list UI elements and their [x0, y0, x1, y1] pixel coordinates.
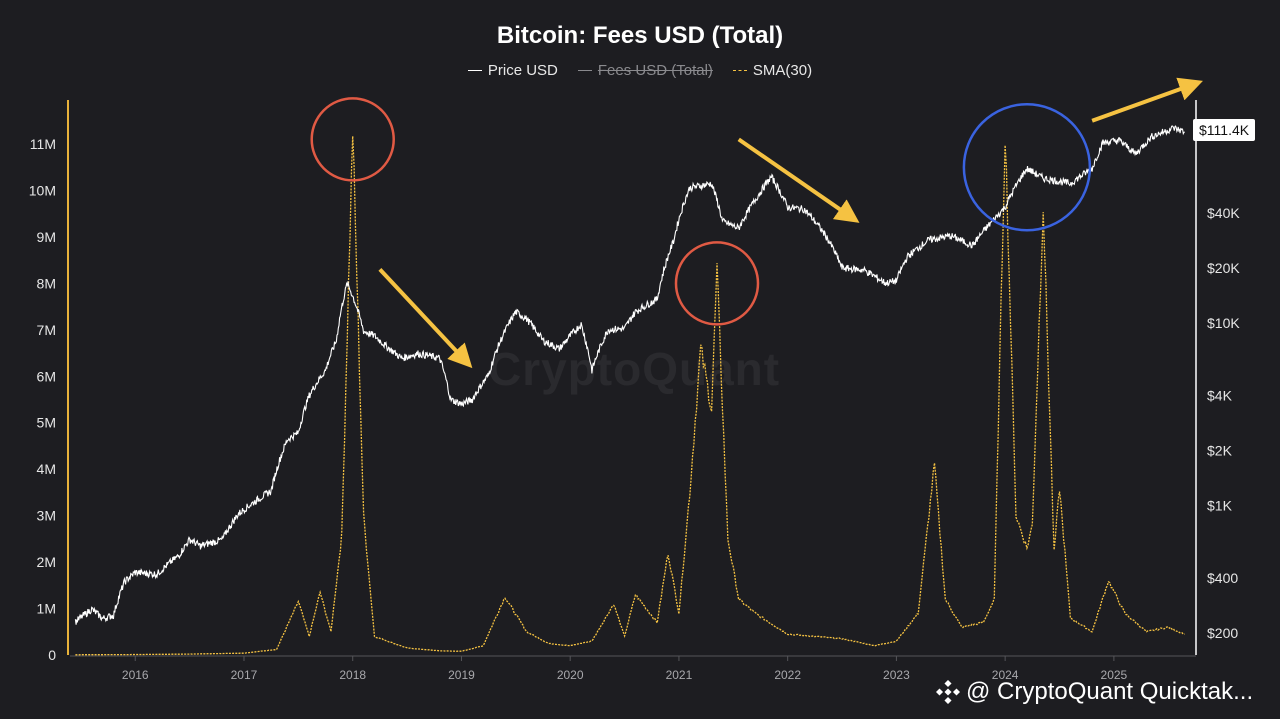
series-line-sma — [75, 136, 1185, 656]
legend-item-sma[interactable]: SMA(30) — [732, 62, 813, 79]
x-tick-label: 2025 — [1101, 668, 1128, 682]
y-right-tick-label: $10K — [1207, 315, 1240, 331]
legend-item-fees[interactable]: Fees USD (Total) — [577, 62, 713, 79]
annotation-circle-red — [674, 241, 760, 326]
x-tick-label: 2016 — [122, 668, 149, 682]
annotation-circle-blue — [962, 102, 1092, 232]
legend-item-price[interactable]: Price USD — [467, 62, 558, 79]
legend-label-price: Price USD — [487, 62, 558, 79]
x-tick-label: 2024 — [992, 668, 1019, 682]
legend: Price USD Fees USD (Total) SMA(30) — [0, 62, 1280, 79]
y-left-tick-label: 3M — [37, 508, 56, 524]
binance-logo-icon — [936, 680, 960, 704]
x-tick-label: 2020 — [557, 668, 584, 682]
x-tick-label: 2019 — [448, 668, 475, 682]
y-right-tick-label: $40K — [1207, 205, 1240, 221]
annotation-arrow-down-right — [378, 268, 473, 369]
series-line-price — [74, 125, 1185, 625]
y-right-tick-label: $2K — [1207, 442, 1233, 458]
legend-label-sma: SMA(30) — [752, 62, 813, 79]
y-left-tick-label: 6M — [37, 368, 56, 384]
price-badge: $111.4K — [1193, 119, 1256, 141]
x-tick-label: 2021 — [666, 668, 693, 682]
legend-swatch-price — [467, 70, 482, 71]
watermark: CryptoQuant — [488, 343, 781, 395]
footer-credit: @ CryptoQuant Quicktak... — [936, 678, 1253, 706]
y-left-tick-label: 2M — [37, 554, 56, 570]
y-left-tick-label: 1M — [37, 601, 56, 617]
x-tick-label: 2022 — [774, 668, 801, 682]
legend-label-fees: Fees USD (Total) — [597, 62, 713, 79]
x-tick-label: 2018 — [339, 668, 366, 682]
y-left-tick-label: 9M — [37, 229, 56, 245]
footer-credit-text: @ CryptoQuant Quicktak... — [966, 678, 1254, 705]
y-right-tick-label: $1K — [1207, 497, 1233, 513]
x-tick-label: 2017 — [231, 668, 258, 682]
y-left-tick-label: 4M — [37, 461, 56, 477]
y-left-tick-label: 7M — [37, 322, 56, 338]
annotation-circle-red — [310, 97, 395, 182]
annotation-arrow-up-right — [1091, 77, 1203, 123]
y-right-tick-label: $200 — [1207, 625, 1238, 641]
y-right-tick-label: $4K — [1207, 388, 1233, 404]
y-right-tick-label: $20K — [1207, 260, 1240, 276]
y-left-tick-label: 10M — [29, 182, 56, 198]
y-left-tick-label: 8M — [37, 275, 56, 291]
y-right-tick-label: $400 — [1207, 570, 1238, 586]
legend-swatch-sma — [732, 70, 747, 71]
annotation-arrow-down-right — [737, 137, 860, 223]
legend-swatch-fees — [577, 70, 592, 71]
y-left-tick-label: 5M — [37, 415, 56, 431]
y-left-tick-label: 11M — [30, 136, 56, 152]
chart-title: Bitcoin: Fees USD (Total) — [496, 22, 784, 49]
x-tick-label: 2023 — [883, 668, 910, 682]
y-left-tick-label: 0 — [48, 647, 56, 663]
